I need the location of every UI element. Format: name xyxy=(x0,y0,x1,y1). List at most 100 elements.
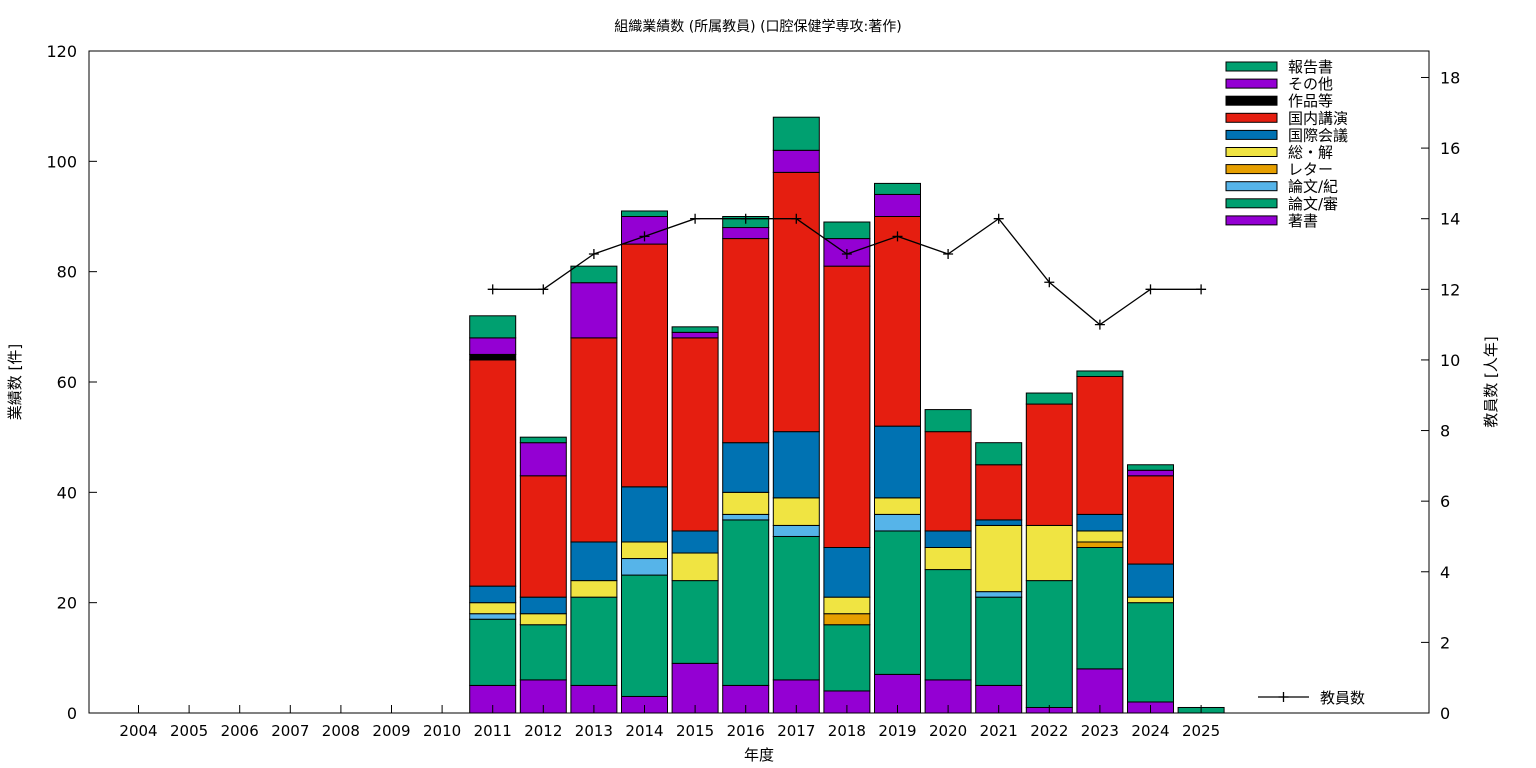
staff-line-layer xyxy=(487,213,1207,330)
bar-segment-2020-5 xyxy=(924,530,972,549)
x-tick-label: 2018 xyxy=(828,722,866,740)
staff-point xyxy=(1044,277,1055,288)
y2-tick-label: 0 xyxy=(1440,704,1450,723)
bar-segment-2013-9 xyxy=(570,265,618,284)
y-axis-label: 業績数 [件] xyxy=(6,344,24,420)
bar-segment-2021-2 xyxy=(975,591,1023,598)
bar-segment-2022-4 xyxy=(1025,524,1073,582)
legend-swatch xyxy=(1225,147,1278,157)
bar-segment-2019-5 xyxy=(874,425,921,499)
bar-segment-2015-5 xyxy=(671,530,719,554)
staff-point xyxy=(538,284,549,295)
bar-segment-2016-6 xyxy=(722,238,770,444)
bar-segment-2018-1 xyxy=(823,624,871,692)
y2-tick-label: 14 xyxy=(1440,210,1460,229)
staff-point xyxy=(791,213,802,224)
bars-layer xyxy=(469,116,1225,714)
x-tick-label: 2019 xyxy=(878,722,916,740)
legend-swatch xyxy=(1225,198,1278,209)
bar-segment-2014-2 xyxy=(621,558,668,576)
legend-line-label: 教員数 xyxy=(1320,689,1365,707)
staff-point xyxy=(588,249,599,260)
staff-point xyxy=(690,213,701,224)
bar-segment-2023-3 xyxy=(1076,541,1124,549)
y-tick-label: 0 xyxy=(67,704,77,723)
y2-tick-label: 10 xyxy=(1440,351,1460,370)
bar-segment-2019-1 xyxy=(874,530,921,675)
bar-segment-2013-5 xyxy=(570,541,618,582)
x-tick-label: 2009 xyxy=(372,722,410,740)
y2-tick-label: 12 xyxy=(1440,280,1460,299)
bar-segment-2014-9 xyxy=(621,210,668,218)
bar-segment-2023-4 xyxy=(1076,530,1124,543)
bar-segment-2024-1 xyxy=(1127,602,1174,703)
bar-segment-2011-5 xyxy=(469,585,517,604)
bar-segment-2012-1 xyxy=(519,624,567,681)
bar-segment-2021-5 xyxy=(975,519,1023,526)
x-axis-label: 年度 xyxy=(744,746,774,764)
bar-segment-2020-9 xyxy=(924,409,972,433)
bar-segment-2016-8 xyxy=(722,227,770,240)
bar-segment-2014-5 xyxy=(621,486,668,543)
y-tick-label: 80 xyxy=(57,263,77,282)
bar-segment-2018-3 xyxy=(823,613,871,626)
bar-segment-2019-2 xyxy=(874,513,921,532)
bar-segment-2018-9 xyxy=(823,221,871,240)
y2-tick-label: 18 xyxy=(1440,68,1460,87)
legend-label: 国内講演 xyxy=(1288,109,1348,127)
x-tick-label: 2022 xyxy=(1030,722,1068,740)
legend-swatch xyxy=(1225,95,1278,106)
bar-segment-2012-4 xyxy=(519,613,567,626)
x-tick-label: 2017 xyxy=(777,722,815,740)
bar-segment-2022-6 xyxy=(1025,403,1073,526)
bar-segment-2024-8 xyxy=(1127,469,1174,477)
bar-segment-2024-6 xyxy=(1127,475,1174,565)
staff-point xyxy=(993,213,1004,224)
bar-segment-2011-9 xyxy=(469,315,517,339)
bar-segment-2011-8 xyxy=(469,337,517,355)
legend-line-entry: 教員数 xyxy=(1258,689,1365,707)
bar-segment-2015-1 xyxy=(671,580,719,664)
bar-segment-2017-4 xyxy=(772,497,820,526)
x-tick-label: 2016 xyxy=(727,722,765,740)
legend-label: 著書 xyxy=(1288,212,1318,230)
bar-segment-2012-6 xyxy=(519,475,567,598)
y-tick-label: 120 xyxy=(46,42,77,61)
bar-segment-2014-4 xyxy=(621,541,668,560)
x-tick-label: 2025 xyxy=(1182,722,1220,740)
x-tick-label: 2010 xyxy=(423,722,461,740)
bar-segment-2016-5 xyxy=(722,442,770,493)
x-tick-label: 2021 xyxy=(980,722,1018,740)
y2-tick-label: 8 xyxy=(1440,422,1450,441)
bar-segment-2015-8 xyxy=(671,331,719,339)
bar-segment-2015-9 xyxy=(671,326,719,333)
legend-label: 国際会議 xyxy=(1288,126,1348,144)
bar-segment-2024-5 xyxy=(1127,563,1174,598)
bar-segment-2021-1 xyxy=(975,596,1023,686)
x-tick-label: 2014 xyxy=(625,722,663,740)
bar-segment-2013-4 xyxy=(570,580,618,598)
bar-segment-2020-4 xyxy=(924,547,972,571)
bar-segment-2017-8 xyxy=(772,149,820,173)
legend-line-marker xyxy=(1278,692,1289,702)
staff-point xyxy=(1145,284,1156,295)
y-axis-right: 0 2 4 6 8 10 12 14 16 18 xyxy=(1421,68,1460,723)
bar-segment-2022-9 xyxy=(1025,392,1073,405)
legend-swatch xyxy=(1225,215,1278,226)
bar-segment-2013-1 xyxy=(570,596,618,686)
bar-segment-2017-1 xyxy=(772,535,820,681)
bar-segment-2018-5 xyxy=(823,547,871,598)
chart-title: 組織業績数 (所属教員) (口腔保健学専攻:著作) xyxy=(614,19,901,35)
staff-point xyxy=(841,249,852,260)
x-tick-label: 2006 xyxy=(221,722,259,740)
bar-segment-2011-7 xyxy=(469,353,517,361)
legend-label: レター xyxy=(1288,161,1333,179)
bar-segment-2017-9 xyxy=(772,116,820,151)
x-axis: 2004 2005 2006 2007 2008 2009 2010 2011 2012 2013… xyxy=(119,705,1220,740)
bar-segment-2012-5 xyxy=(519,596,567,615)
y2-tick-label: 2 xyxy=(1440,633,1450,652)
y-tick-label: 100 xyxy=(46,152,77,171)
bar-segment-2019-6 xyxy=(874,216,921,427)
bar-segment-2017-2 xyxy=(772,524,820,537)
